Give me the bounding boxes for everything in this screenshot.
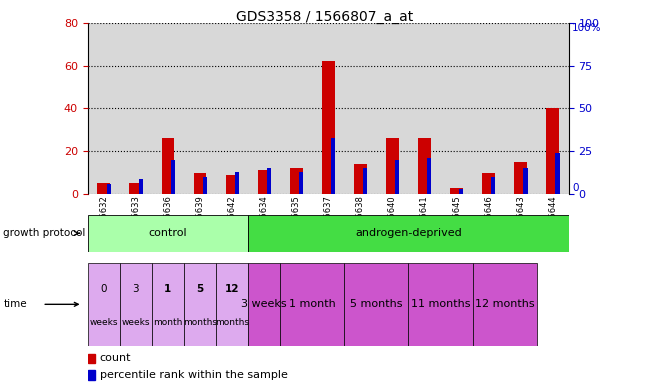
Bar xyxy=(88,215,248,252)
Text: percentile rank within the sample: percentile rank within the sample xyxy=(99,369,287,379)
Text: months: months xyxy=(183,318,217,327)
Bar xyxy=(107,184,111,194)
Bar xyxy=(280,263,344,346)
Bar xyxy=(482,172,495,194)
Bar xyxy=(290,168,303,194)
Bar xyxy=(546,109,559,194)
Bar xyxy=(203,177,207,194)
Bar xyxy=(312,23,344,194)
Text: 100%: 100% xyxy=(572,23,601,33)
Bar xyxy=(267,168,271,194)
Bar xyxy=(537,23,569,194)
Text: 12 months: 12 months xyxy=(474,299,534,310)
Bar xyxy=(161,138,174,194)
Bar xyxy=(88,370,95,380)
Bar xyxy=(473,263,537,346)
Bar xyxy=(171,160,175,194)
Bar xyxy=(408,23,441,194)
Bar xyxy=(344,23,376,194)
Bar xyxy=(152,263,184,346)
Bar xyxy=(98,183,111,194)
Bar xyxy=(138,179,143,194)
Bar xyxy=(88,23,120,194)
Text: 12: 12 xyxy=(225,285,239,295)
Bar xyxy=(523,168,528,194)
Bar xyxy=(257,170,270,194)
Bar xyxy=(152,23,184,194)
Bar xyxy=(344,263,408,346)
Text: 5: 5 xyxy=(196,285,203,295)
Bar xyxy=(226,175,239,194)
Bar xyxy=(418,138,431,194)
Bar xyxy=(248,23,280,194)
Text: growth protocol: growth protocol xyxy=(3,228,86,238)
Bar xyxy=(504,23,537,194)
Bar xyxy=(120,23,152,194)
Text: 1 month: 1 month xyxy=(289,299,335,310)
Text: 5 months: 5 months xyxy=(350,299,402,310)
Bar xyxy=(408,263,473,346)
Text: androgen-deprived: androgen-deprived xyxy=(355,228,462,238)
Bar xyxy=(460,189,463,194)
Text: 11 months: 11 months xyxy=(411,299,470,310)
Bar xyxy=(427,158,432,194)
Bar xyxy=(473,23,504,194)
Bar xyxy=(450,187,463,194)
Bar xyxy=(354,164,367,194)
Bar xyxy=(299,172,303,194)
Bar xyxy=(441,23,473,194)
Text: weeks: weeks xyxy=(122,318,150,327)
Bar xyxy=(129,183,142,194)
Bar xyxy=(556,153,560,194)
Bar xyxy=(88,354,95,364)
Bar xyxy=(120,263,152,346)
Bar xyxy=(386,138,399,194)
Bar xyxy=(280,23,312,194)
Bar xyxy=(395,160,399,194)
Bar xyxy=(235,172,239,194)
Text: 0: 0 xyxy=(572,183,578,193)
Text: 1: 1 xyxy=(164,285,172,295)
Bar xyxy=(514,162,527,194)
Bar xyxy=(491,177,495,194)
Text: weeks: weeks xyxy=(90,318,118,327)
Text: month: month xyxy=(153,318,183,327)
Bar xyxy=(331,137,335,194)
Bar xyxy=(184,263,216,346)
Bar xyxy=(194,172,207,194)
Bar xyxy=(322,61,335,194)
Text: count: count xyxy=(99,353,131,363)
Bar xyxy=(248,263,280,346)
Text: 3 weeks: 3 weeks xyxy=(241,299,287,310)
Bar xyxy=(216,23,248,194)
Bar xyxy=(248,215,569,252)
Text: time: time xyxy=(3,299,27,310)
Bar xyxy=(363,168,367,194)
Bar xyxy=(376,23,408,194)
Text: GDS3358 / 1566807_a_at: GDS3358 / 1566807_a_at xyxy=(237,10,413,23)
Text: 0: 0 xyxy=(101,285,107,295)
Bar xyxy=(88,263,120,346)
Text: control: control xyxy=(149,228,187,238)
Text: months: months xyxy=(215,318,249,327)
Text: 3: 3 xyxy=(133,285,139,295)
Bar xyxy=(216,263,248,346)
Bar xyxy=(184,23,216,194)
